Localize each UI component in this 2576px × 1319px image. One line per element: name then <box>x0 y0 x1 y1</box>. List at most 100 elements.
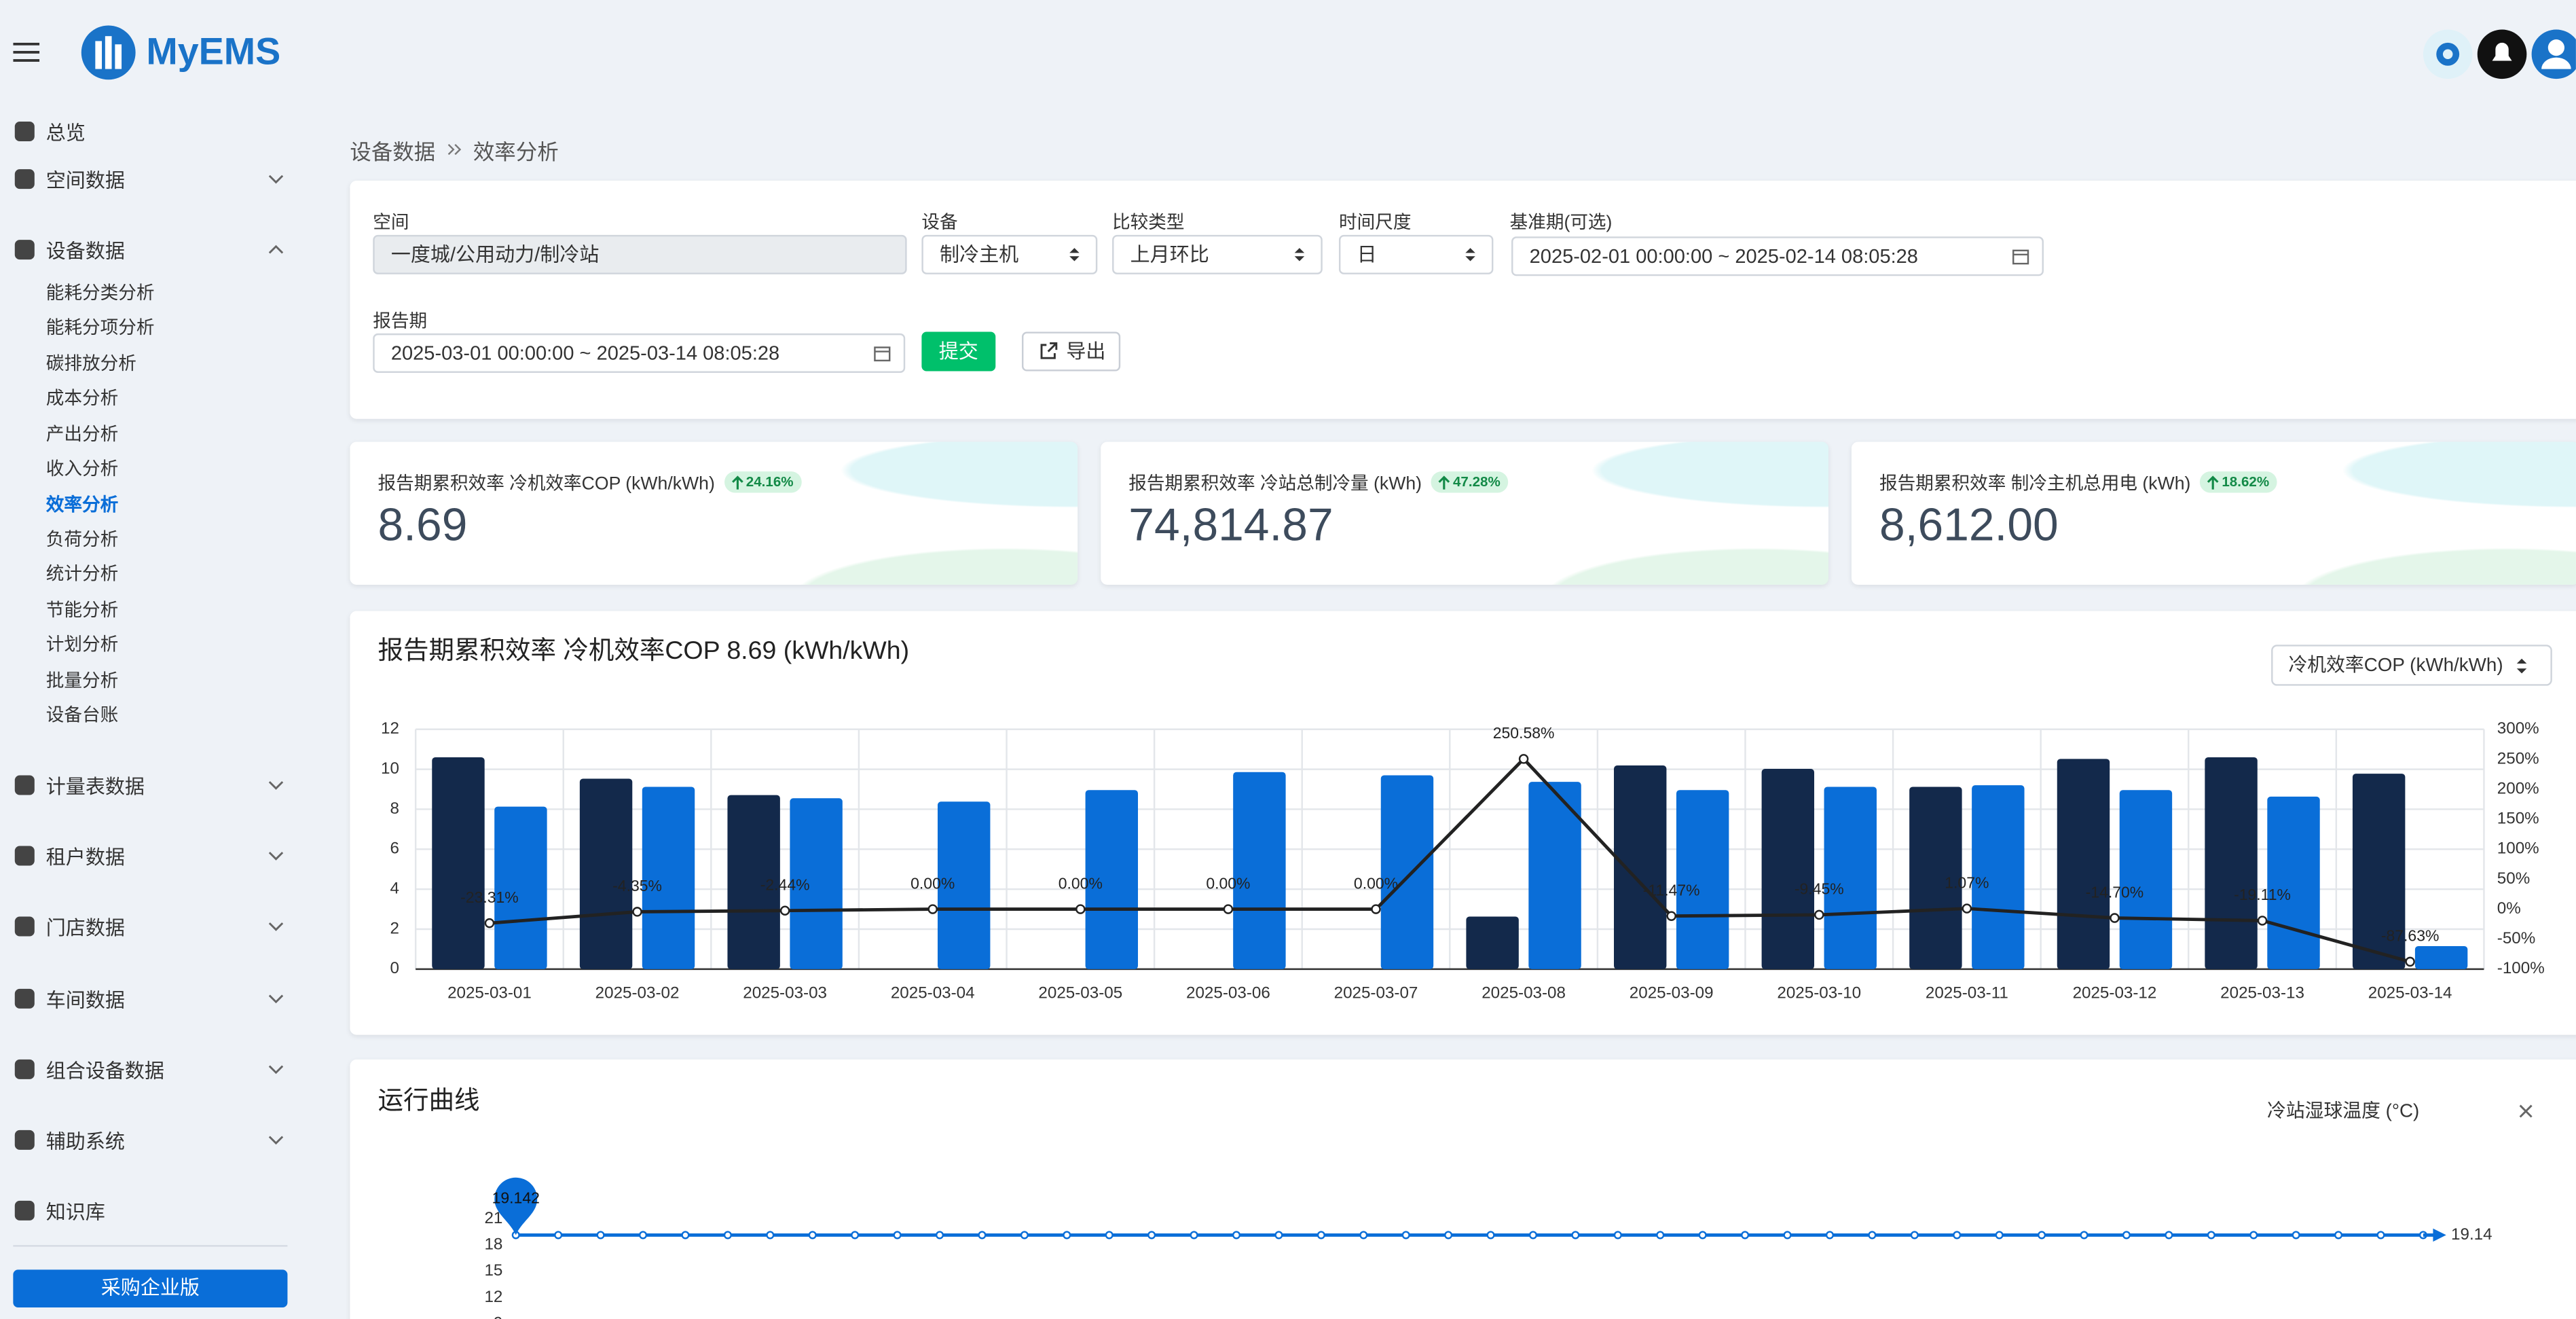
submenu-item[interactable]: 收入分析 <box>45 460 119 480</box>
caret <box>1465 248 1475 261</box>
x-tick-label: 2025-03-10 <box>1777 984 1861 1002</box>
menu-chevron <box>268 781 284 790</box>
kpi-card <box>1851 441 2576 585</box>
menu-item[interactable]: 辅助系统 <box>45 1130 125 1153</box>
y2-tick-label: -100% <box>2497 959 2545 977</box>
line-point <box>978 1231 987 1240</box>
line-point <box>779 905 790 916</box>
input[interactable]: 日 <box>1338 234 1494 274</box>
menu-item[interactable]: 租户数据 <box>45 846 125 869</box>
calendar-icon <box>874 346 891 362</box>
input[interactable]: 一度城/公用动力/制冷站 <box>373 234 907 274</box>
y2-tick-label: 250% <box>2497 749 2539 767</box>
menu-icon-shape <box>14 775 35 795</box>
x-tick-label: 2025-03-13 <box>2220 984 2304 1002</box>
submenu-item[interactable]: 计划分析 <box>45 636 119 656</box>
submenu-item[interactable]: 统计分析 <box>45 565 119 585</box>
select-caret <box>1069 248 1080 261</box>
submit-button[interactable]: 提交 <box>921 331 996 372</box>
kpi-card <box>350 441 1078 585</box>
menu-icon <box>14 916 35 937</box>
chart-selector[interactable] <box>2271 645 2552 686</box>
line-point <box>1953 1231 1962 1240</box>
menu-item[interactable]: 门店数据 <box>45 916 125 940</box>
menu-item[interactable]: 设备数据 <box>45 240 125 263</box>
submenu-item[interactable]: 成本分析 <box>45 389 119 410</box>
menu-chevron <box>268 245 284 254</box>
menu-item[interactable]: 知识库 <box>45 1200 105 1224</box>
bar <box>790 798 843 969</box>
input[interactable]: 2025-02-01 00:00:00 ~ 2025-02-14 08:05:2… <box>1511 236 2044 276</box>
menu-item[interactable]: 组合设备数据 <box>45 1059 164 1083</box>
field-label: 空间 <box>373 213 409 234</box>
bar <box>2119 790 2173 969</box>
submenu-item[interactable]: 效率分析 <box>45 495 119 516</box>
x-tick-label: 2025-03-06 <box>1186 984 1270 1002</box>
input[interactable]: 上月环比 <box>1112 234 1323 274</box>
bar <box>727 795 780 969</box>
purchase-button[interactable]: 采购企业版 <box>13 1269 288 1308</box>
line-series <box>489 756 2411 964</box>
breadcrumb-separator <box>447 143 462 156</box>
line-point <box>2249 1231 2258 1240</box>
x-tick-label: 2025-03-07 <box>1334 984 1418 1002</box>
export-icon <box>1040 342 1058 359</box>
input[interactable]: 2025-03-01 00:00:00 ~ 2025-03-14 08:05:2… <box>373 333 906 373</box>
input[interactable]: 制冷主机 <box>921 234 1098 274</box>
chevron <box>268 852 284 861</box>
data-label: 0.00% <box>1354 874 1398 892</box>
menu-item[interactable]: 空间数据 <box>45 169 125 192</box>
arrow-head <box>2433 1228 2446 1242</box>
line-point <box>1698 1231 1707 1240</box>
close-icon[interactable] <box>2519 1104 2533 1118</box>
line-point <box>2334 1231 2343 1240</box>
chart-selector-label: 冷机效率COP (kWh/kWh) <box>2289 654 2503 675</box>
submenu-item[interactable]: 批量分析 <box>45 671 119 691</box>
line-point <box>1656 1231 1665 1240</box>
menu-toggle[interactable] <box>13 42 43 66</box>
caret <box>1294 248 1305 261</box>
menu-item[interactable]: 总览 <box>45 121 86 145</box>
line-point <box>2207 1231 2215 1240</box>
data-label: 250.58% <box>1493 724 1555 742</box>
menu-icon <box>14 121 35 141</box>
submenu-item[interactable]: 能耗分类分析 <box>45 284 155 304</box>
caret <box>1069 248 1080 261</box>
field-label: 时间尺度 <box>1338 213 1412 234</box>
y-tick-label: 12 <box>484 1288 502 1306</box>
export <box>1040 342 1058 359</box>
x-tick-label: 2025-03-09 <box>1630 984 1714 1002</box>
breadcrumb-item[interactable]: 设备数据 <box>350 139 436 164</box>
line-point <box>2405 956 2415 967</box>
submenu-item[interactable]: 节能分析 <box>45 600 119 621</box>
filter-card <box>350 181 2576 419</box>
submenu-item[interactable]: 碳排放分析 <box>45 354 136 374</box>
menu-item[interactable]: 车间数据 <box>45 988 125 1012</box>
chart-title: 报告期累积效率 冷机效率COP 8.69 (kWh/kWh) <box>378 636 910 664</box>
line-point <box>1359 1231 1368 1240</box>
selector-caret <box>2516 658 2527 674</box>
line-point <box>1486 1231 1495 1240</box>
submenu-item[interactable]: 负荷分析 <box>45 530 119 551</box>
field-label: 报告期 <box>373 312 428 332</box>
menu-item[interactable]: 计量表数据 <box>45 775 145 799</box>
kpi-change: 24.16% <box>724 471 802 493</box>
menu-icon <box>14 1130 35 1150</box>
field-label: 比较类型 <box>1112 213 1185 234</box>
bar <box>1613 765 1667 969</box>
submenu-item[interactable]: 能耗分项分析 <box>45 319 155 340</box>
submenu-item[interactable]: 设备台账 <box>45 706 119 727</box>
logo-icon <box>81 25 136 80</box>
export-button[interactable]: 导出 <box>1021 331 1121 372</box>
line-point <box>1274 1231 1283 1240</box>
submenu-item[interactable]: 产出分析 <box>45 424 119 445</box>
bar <box>1380 775 1434 969</box>
kpi-title: 报告期累积效率 冷站总制冷量 (kWh) <box>1128 474 1422 494</box>
line-point <box>2257 916 2268 926</box>
trend-card <box>350 1059 2576 1319</box>
menu-icon <box>14 775 35 795</box>
bar <box>937 801 991 969</box>
breadcrumb-item: 效率分析 <box>473 139 559 164</box>
line-point <box>2080 1231 2089 1240</box>
